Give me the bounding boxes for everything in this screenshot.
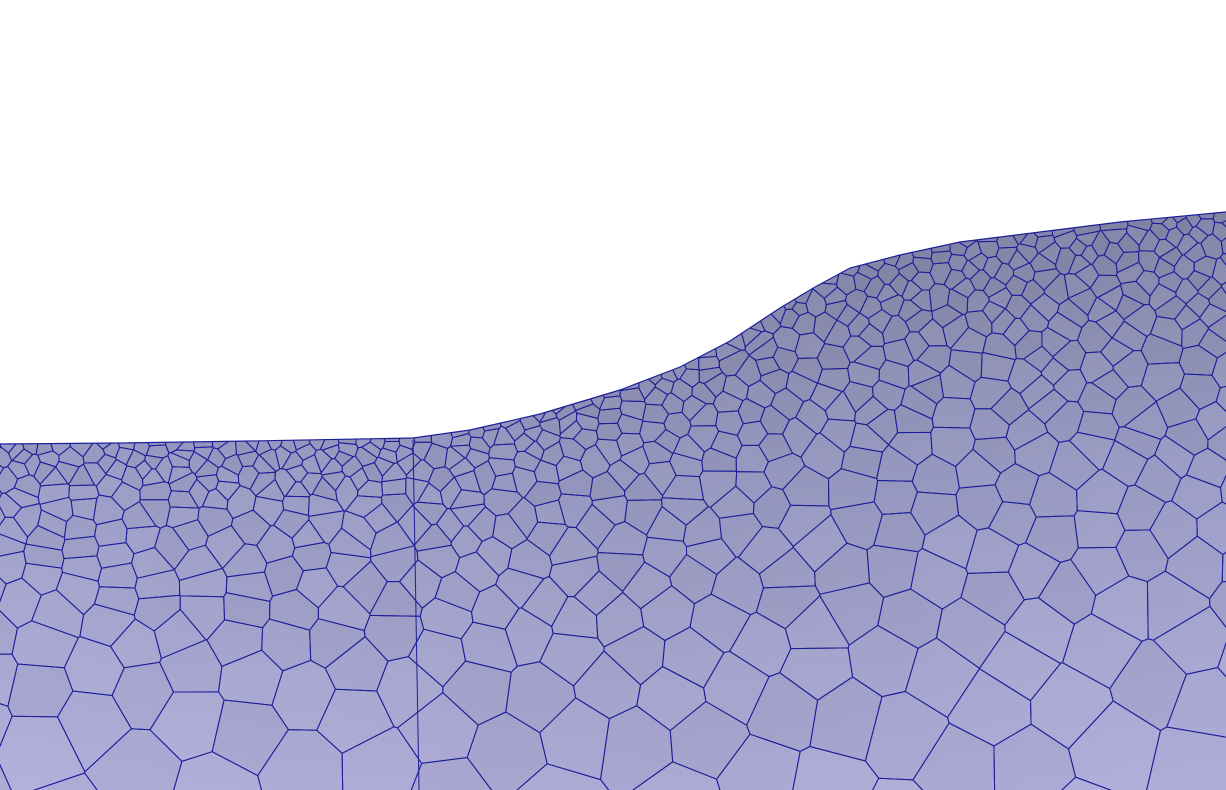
mesh-cell bbox=[117, 361, 139, 451]
mesh-cell bbox=[405, 276, 433, 443]
mesh-cell bbox=[197, 281, 240, 450]
mesh-cell bbox=[942, 212, 1004, 243]
mesh-cell bbox=[191, 329, 214, 449]
mesh-cell bbox=[20, 284, 44, 455]
mesh-cell bbox=[1214, 212, 1226, 220]
mesh-cell bbox=[287, 278, 334, 451]
mesh-cell bbox=[0, 281, 8, 452]
mesh-cell bbox=[741, 212, 862, 277]
mesh-cell bbox=[165, 281, 199, 454]
mesh-cell bbox=[35, 283, 74, 456]
mesh-cell bbox=[638, 212, 746, 351]
mesh-cell bbox=[350, 277, 378, 449]
mesh-cell bbox=[1006, 212, 1053, 238]
mesh-cell bbox=[1113, 212, 1153, 232]
mesh-cell bbox=[1153, 212, 1191, 224]
mesh-cell bbox=[988, 212, 1032, 245]
mesh-cell bbox=[483, 250, 550, 423]
mesh-cell bbox=[706, 212, 840, 285]
mesh-cell bbox=[597, 212, 718, 359]
mesh-cell bbox=[124, 279, 181, 447]
mesh-cell bbox=[568, 224, 641, 392]
mesh-cell bbox=[888, 212, 933, 260]
mesh-cell bbox=[77, 281, 129, 450]
mesh-shading-overlay bbox=[0, 212, 1226, 790]
mesh-cell bbox=[254, 280, 293, 451]
mesh-cell bbox=[69, 283, 95, 458]
mesh-cell bbox=[515, 247, 572, 415]
mesh-cell bbox=[235, 281, 263, 452]
mesh-cell bbox=[1078, 212, 1129, 232]
mesh-cell bbox=[822, 212, 886, 272]
mesh-cell bbox=[448, 258, 524, 429]
mesh-cell bbox=[695, 212, 798, 311]
mesh-cell bbox=[287, 353, 311, 451]
mesh-cell bbox=[842, 212, 908, 267]
mesh-cell bbox=[901, 212, 978, 248]
mesh-cell bbox=[1165, 212, 1219, 220]
mesh-cell bbox=[374, 276, 408, 442]
mesh-cell bbox=[449, 265, 502, 432]
mesh-cell bbox=[640, 212, 766, 333]
mesh-cell bbox=[1051, 212, 1075, 239]
mesh-seam-line bbox=[412, 439, 420, 790]
mesh-cell bbox=[1109, 212, 1172, 225]
mesh-cell bbox=[557, 321, 594, 411]
mesh-cell bbox=[892, 212, 951, 253]
mesh-cell bbox=[649, 212, 787, 325]
mesh-cell bbox=[0, 283, 30, 454]
mesh-cell bbox=[409, 269, 471, 439]
mesh-cell bbox=[1068, 212, 1101, 237]
mesh-cell bbox=[555, 314, 605, 410]
mesh-cell bbox=[614, 226, 687, 380]
mesh-cell bbox=[528, 231, 621, 399]
mesh-cell bbox=[698, 212, 814, 305]
mesh-horizon-edge bbox=[0, 211, 1226, 445]
mesh-cell bbox=[329, 277, 357, 445]
mesh-cell bbox=[585, 215, 663, 386]
